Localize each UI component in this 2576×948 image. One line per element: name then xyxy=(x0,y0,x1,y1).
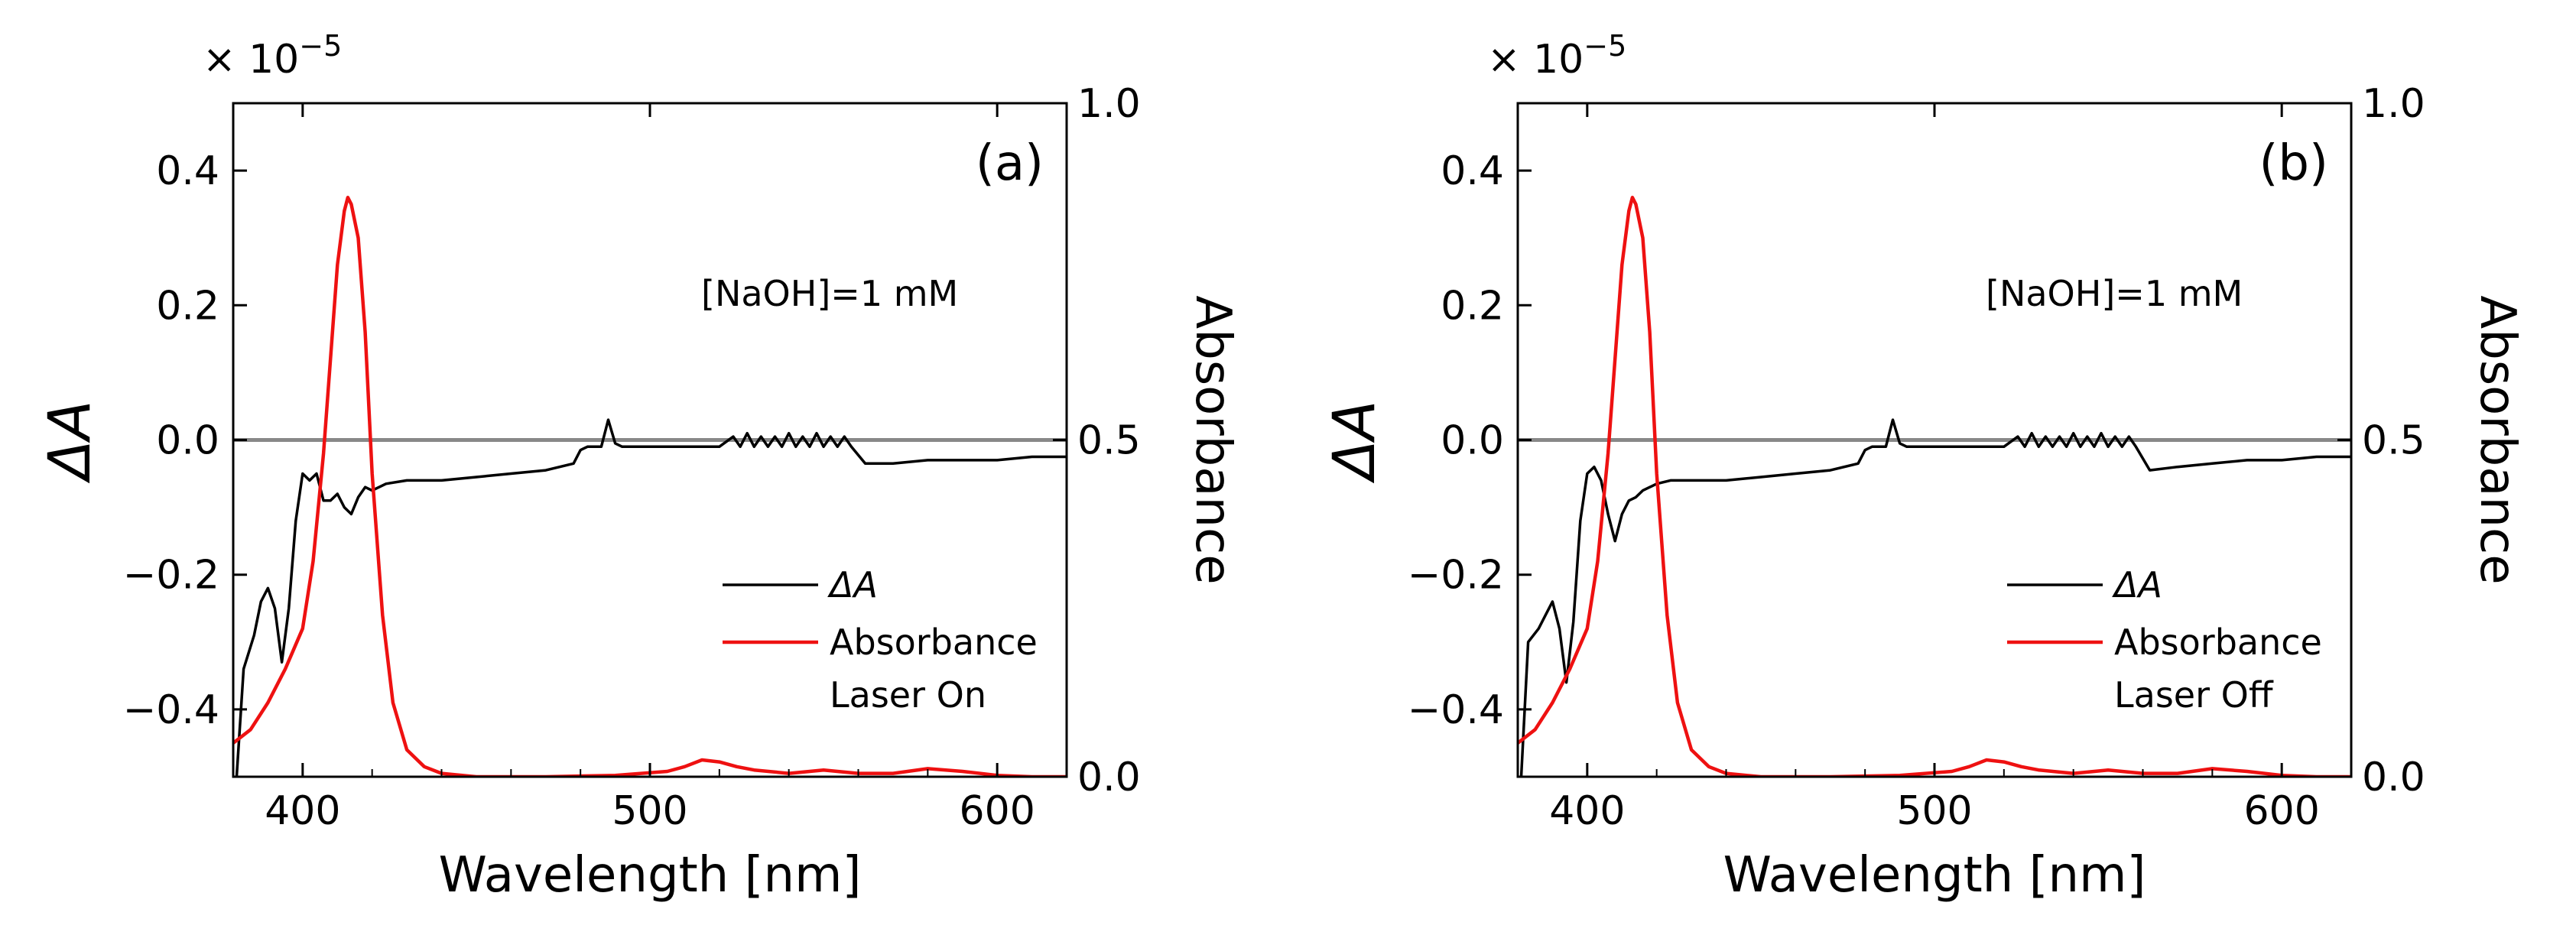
laser-condition: Laser Off xyxy=(2114,674,2274,716)
y-left-axis-title: ΔA xyxy=(35,401,103,484)
legend-label: ΔA xyxy=(2112,564,2162,605)
y-multiplier-exponent: −5 xyxy=(299,29,342,63)
y-multiplier-exponent: −5 xyxy=(1584,29,1626,63)
y-left-tick-label: −0.4 xyxy=(123,687,219,733)
y-left-tick-label: 0.0 xyxy=(156,418,219,464)
y-left-tick-label: 0.4 xyxy=(1441,148,1504,194)
panel-label: (a) xyxy=(976,135,1044,192)
absorbance-line xyxy=(233,196,1067,777)
y-multiplier: × 10−5 xyxy=(203,29,342,83)
panel-b: 400 500 600 −0.4 −0.2 0.0 0.2 0.4 0.0 0.5 1.0 × 10−… xyxy=(1320,29,2526,904)
delta-a-line xyxy=(1519,418,2351,777)
legend-label: Absorbance xyxy=(2114,622,2322,663)
x-tick-label: 600 xyxy=(2244,788,2320,834)
y-multiplier: × 10−5 xyxy=(1487,29,1626,83)
x-tick-label: 500 xyxy=(612,788,687,834)
x-tick-label: 600 xyxy=(960,788,1035,834)
y-left-tick-label: 0.2 xyxy=(156,283,219,329)
x-tick-label: 500 xyxy=(1896,788,1972,834)
x-tick-label: 400 xyxy=(1549,788,1625,834)
naoh-annotation: [NaOH]=1 mM xyxy=(1986,273,2243,314)
y-right-tick-label: 1.0 xyxy=(1077,81,1141,127)
y-left-axis-title: ΔA xyxy=(1320,401,1388,484)
y-left-tick-label: −0.4 xyxy=(1408,687,1504,733)
legend-label: ΔA xyxy=(827,564,878,605)
y-right-tick-label: 0.5 xyxy=(1077,418,1141,464)
y-right-axis-title: Absorbance xyxy=(2469,295,2526,584)
y-left-tick-label: 0.4 xyxy=(156,148,219,194)
laser-condition: Laser On xyxy=(830,674,986,716)
y-multiplier-base: × 10 xyxy=(1487,37,1584,83)
y-left-tick-label: 0.0 xyxy=(1441,418,1504,464)
y-multiplier-base: × 10 xyxy=(203,37,299,83)
x-tick-label: 400 xyxy=(265,788,340,834)
legend-label: Absorbance xyxy=(830,622,1038,663)
y-right-axis-title: Absorbance xyxy=(1184,295,1241,584)
y-right-tick-label: 1.0 xyxy=(2362,81,2425,127)
naoh-annotation: [NaOH]=1 mM xyxy=(701,273,958,314)
y-right-tick-label: 0.0 xyxy=(1077,755,1141,800)
y-left-tick-label: −0.2 xyxy=(123,553,219,599)
x-axis-title: Wavelength [nm] xyxy=(1723,847,2146,904)
panel-a: 400 500 600 −0.4 −0.2 0.0 0.2 0.4 0.0 0.5 1.0 × 10−… xyxy=(35,29,1241,904)
x-axis-title: Wavelength [nm] xyxy=(439,847,862,904)
y-left-tick-label: 0.2 xyxy=(1441,283,1504,329)
delta-a-line xyxy=(235,418,1067,777)
absorbance-line xyxy=(1518,196,2351,777)
panel-label: (b) xyxy=(2259,135,2328,192)
y-left-tick-label: −0.2 xyxy=(1408,553,1504,599)
y-right-tick-label: 0.5 xyxy=(2362,418,2425,464)
y-right-tick-label: 0.0 xyxy=(2362,755,2425,800)
